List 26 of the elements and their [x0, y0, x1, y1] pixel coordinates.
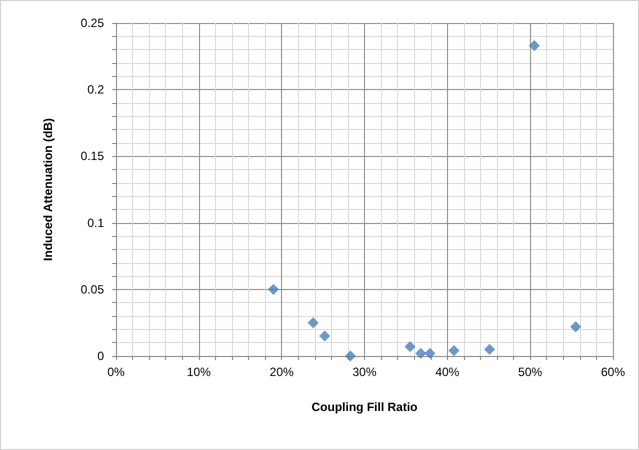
- y-tick-label: 0.25: [80, 16, 104, 30]
- point: [570, 321, 582, 332]
- x-tick-label: 60%: [600, 365, 626, 379]
- point: [484, 344, 496, 355]
- y-axis-title: Induced Attenuation (dB): [41, 118, 55, 261]
- x-tick-label: 10%: [186, 365, 212, 379]
- x-tick-label: 30%: [352, 365, 377, 379]
- point: [448, 345, 460, 356]
- point: [319, 330, 330, 342]
- y-tick-label: 0: [97, 349, 104, 363]
- point: [308, 317, 319, 328]
- point: [528, 40, 540, 52]
- y-tick-label: 0.1: [87, 216, 104, 230]
- point: [268, 284, 279, 295]
- y-tick-label: 0.15: [80, 149, 104, 164]
- x-tick-label: 0%: [107, 365, 125, 379]
- point: [404, 341, 416, 352]
- x-tick-label: 50%: [518, 365, 542, 379]
- x-axis-title: Coupling Fill Ratio: [312, 400, 418, 414]
- x-tick-label: 40%: [435, 365, 460, 379]
- y-tick-label: 0.05: [80, 282, 104, 296]
- x-tick-label: 20%: [270, 365, 294, 379]
- point: [415, 348, 426, 359]
- y-tick-label: 0.2: [87, 82, 104, 97]
- point: [344, 350, 356, 362]
- point: [424, 348, 436, 359]
